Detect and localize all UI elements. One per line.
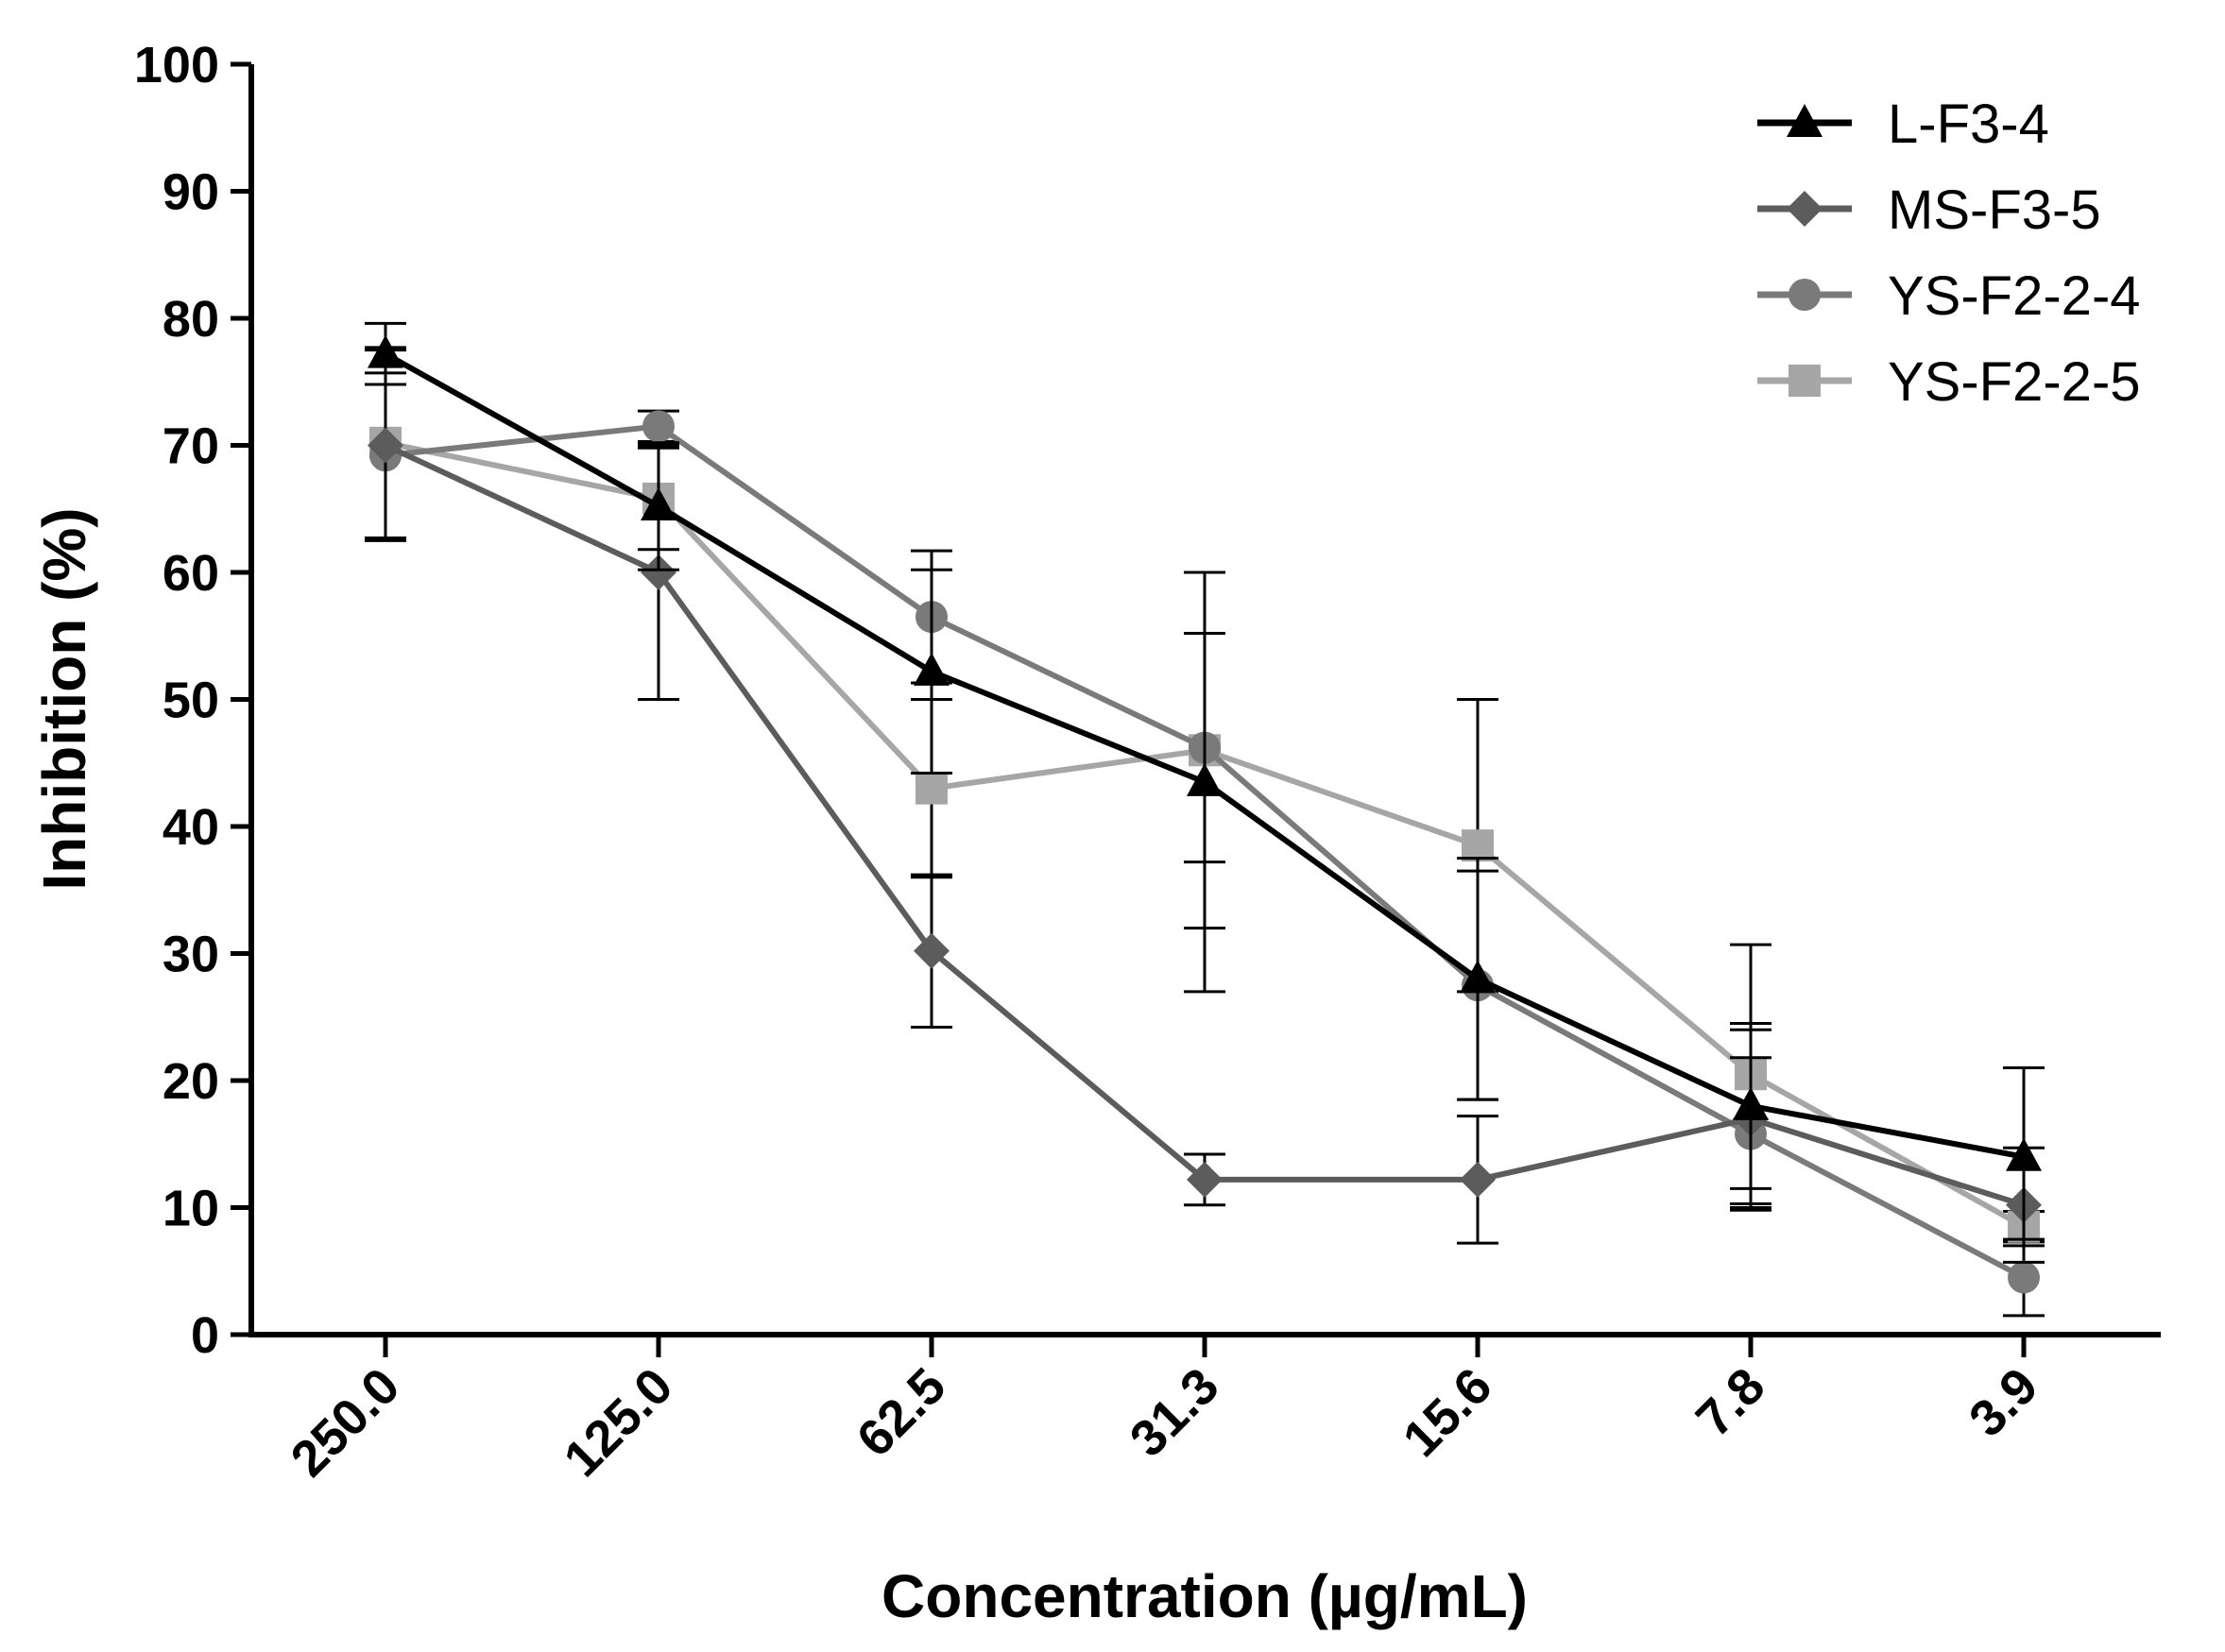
data-point [2006, 1137, 2042, 1171]
data-point [1462, 829, 1494, 862]
data-point [916, 772, 948, 805]
data-point [914, 932, 950, 969]
legend: L-F3-4 MS-F3-5 YS-F2-2-4 YS-F2-2-5 [1757, 94, 2141, 413]
legend-item: YS-F2-2-4 [1757, 265, 2141, 327]
data-point [1460, 960, 1496, 994]
data-point [368, 427, 403, 464]
data-point [1187, 762, 1223, 796]
legend-item: MS-F3-5 [1757, 179, 2101, 241]
legend-label: YS-F2-2-4 [1888, 265, 2141, 327]
x-tick-label: 250.0 [281, 1357, 411, 1488]
y-tick-label: 90 [163, 164, 219, 221]
data-point [1460, 1161, 1496, 1198]
x-tick-label: 31.3 [1120, 1357, 1230, 1468]
data-point [641, 554, 676, 590]
data-point [642, 410, 675, 443]
data-point [2008, 1261, 2040, 1294]
x-tick-label: 15.6 [1393, 1357, 1503, 1468]
series-group [365, 321, 2045, 1318]
y-tick-label: 20 [163, 1053, 219, 1110]
y-tick-label: 40 [163, 799, 219, 856]
data-point [1733, 1086, 1769, 1120]
x-tick-label: 62.5 [847, 1357, 957, 1468]
y-tick-label: 60 [163, 545, 219, 602]
y-tick-label: 50 [163, 673, 219, 729]
legend-marker [1787, 104, 1823, 137]
legend-marker [1787, 191, 1823, 227]
legend-item: L-F3-4 [1757, 94, 2049, 155]
y-tick-label: 30 [163, 927, 219, 983]
legend-marker [1789, 279, 1821, 311]
data-point [641, 487, 676, 521]
legend-item: YS-F2-2-5 [1757, 351, 2141, 413]
x-tick-label: 7.8 [1686, 1357, 1776, 1448]
y-tick-label: 0 [191, 1307, 219, 1364]
legend-label: L-F3-4 [1888, 94, 2049, 155]
data-point [1187, 1161, 1223, 1198]
y-tick-label: 10 [163, 1181, 219, 1237]
legend-label: MS-F3-5 [1888, 179, 2101, 241]
y-tick-label: 100 [134, 37, 219, 94]
y-tick-label: 70 [163, 418, 219, 475]
x-tick-label: 125.0 [554, 1357, 684, 1488]
data-point [368, 334, 403, 368]
legend-label: YS-F2-2-5 [1888, 351, 2141, 413]
axes: 0 10 20 30 40 50 60 70 80 90 100 250.0 125.0 62.5 31.3… [134, 37, 2161, 1488]
x-tick-label: 3.9 [1959, 1357, 2049, 1448]
legend-marker [1789, 365, 1821, 397]
data-point [914, 652, 950, 686]
x-axis-title: Concentration (µg/mL) [881, 1562, 1528, 1630]
series-l-f3-4 [365, 321, 2045, 1248]
y-axis-title: Inhibition (%) [30, 507, 98, 890]
y-tick-label: 80 [163, 291, 219, 348]
